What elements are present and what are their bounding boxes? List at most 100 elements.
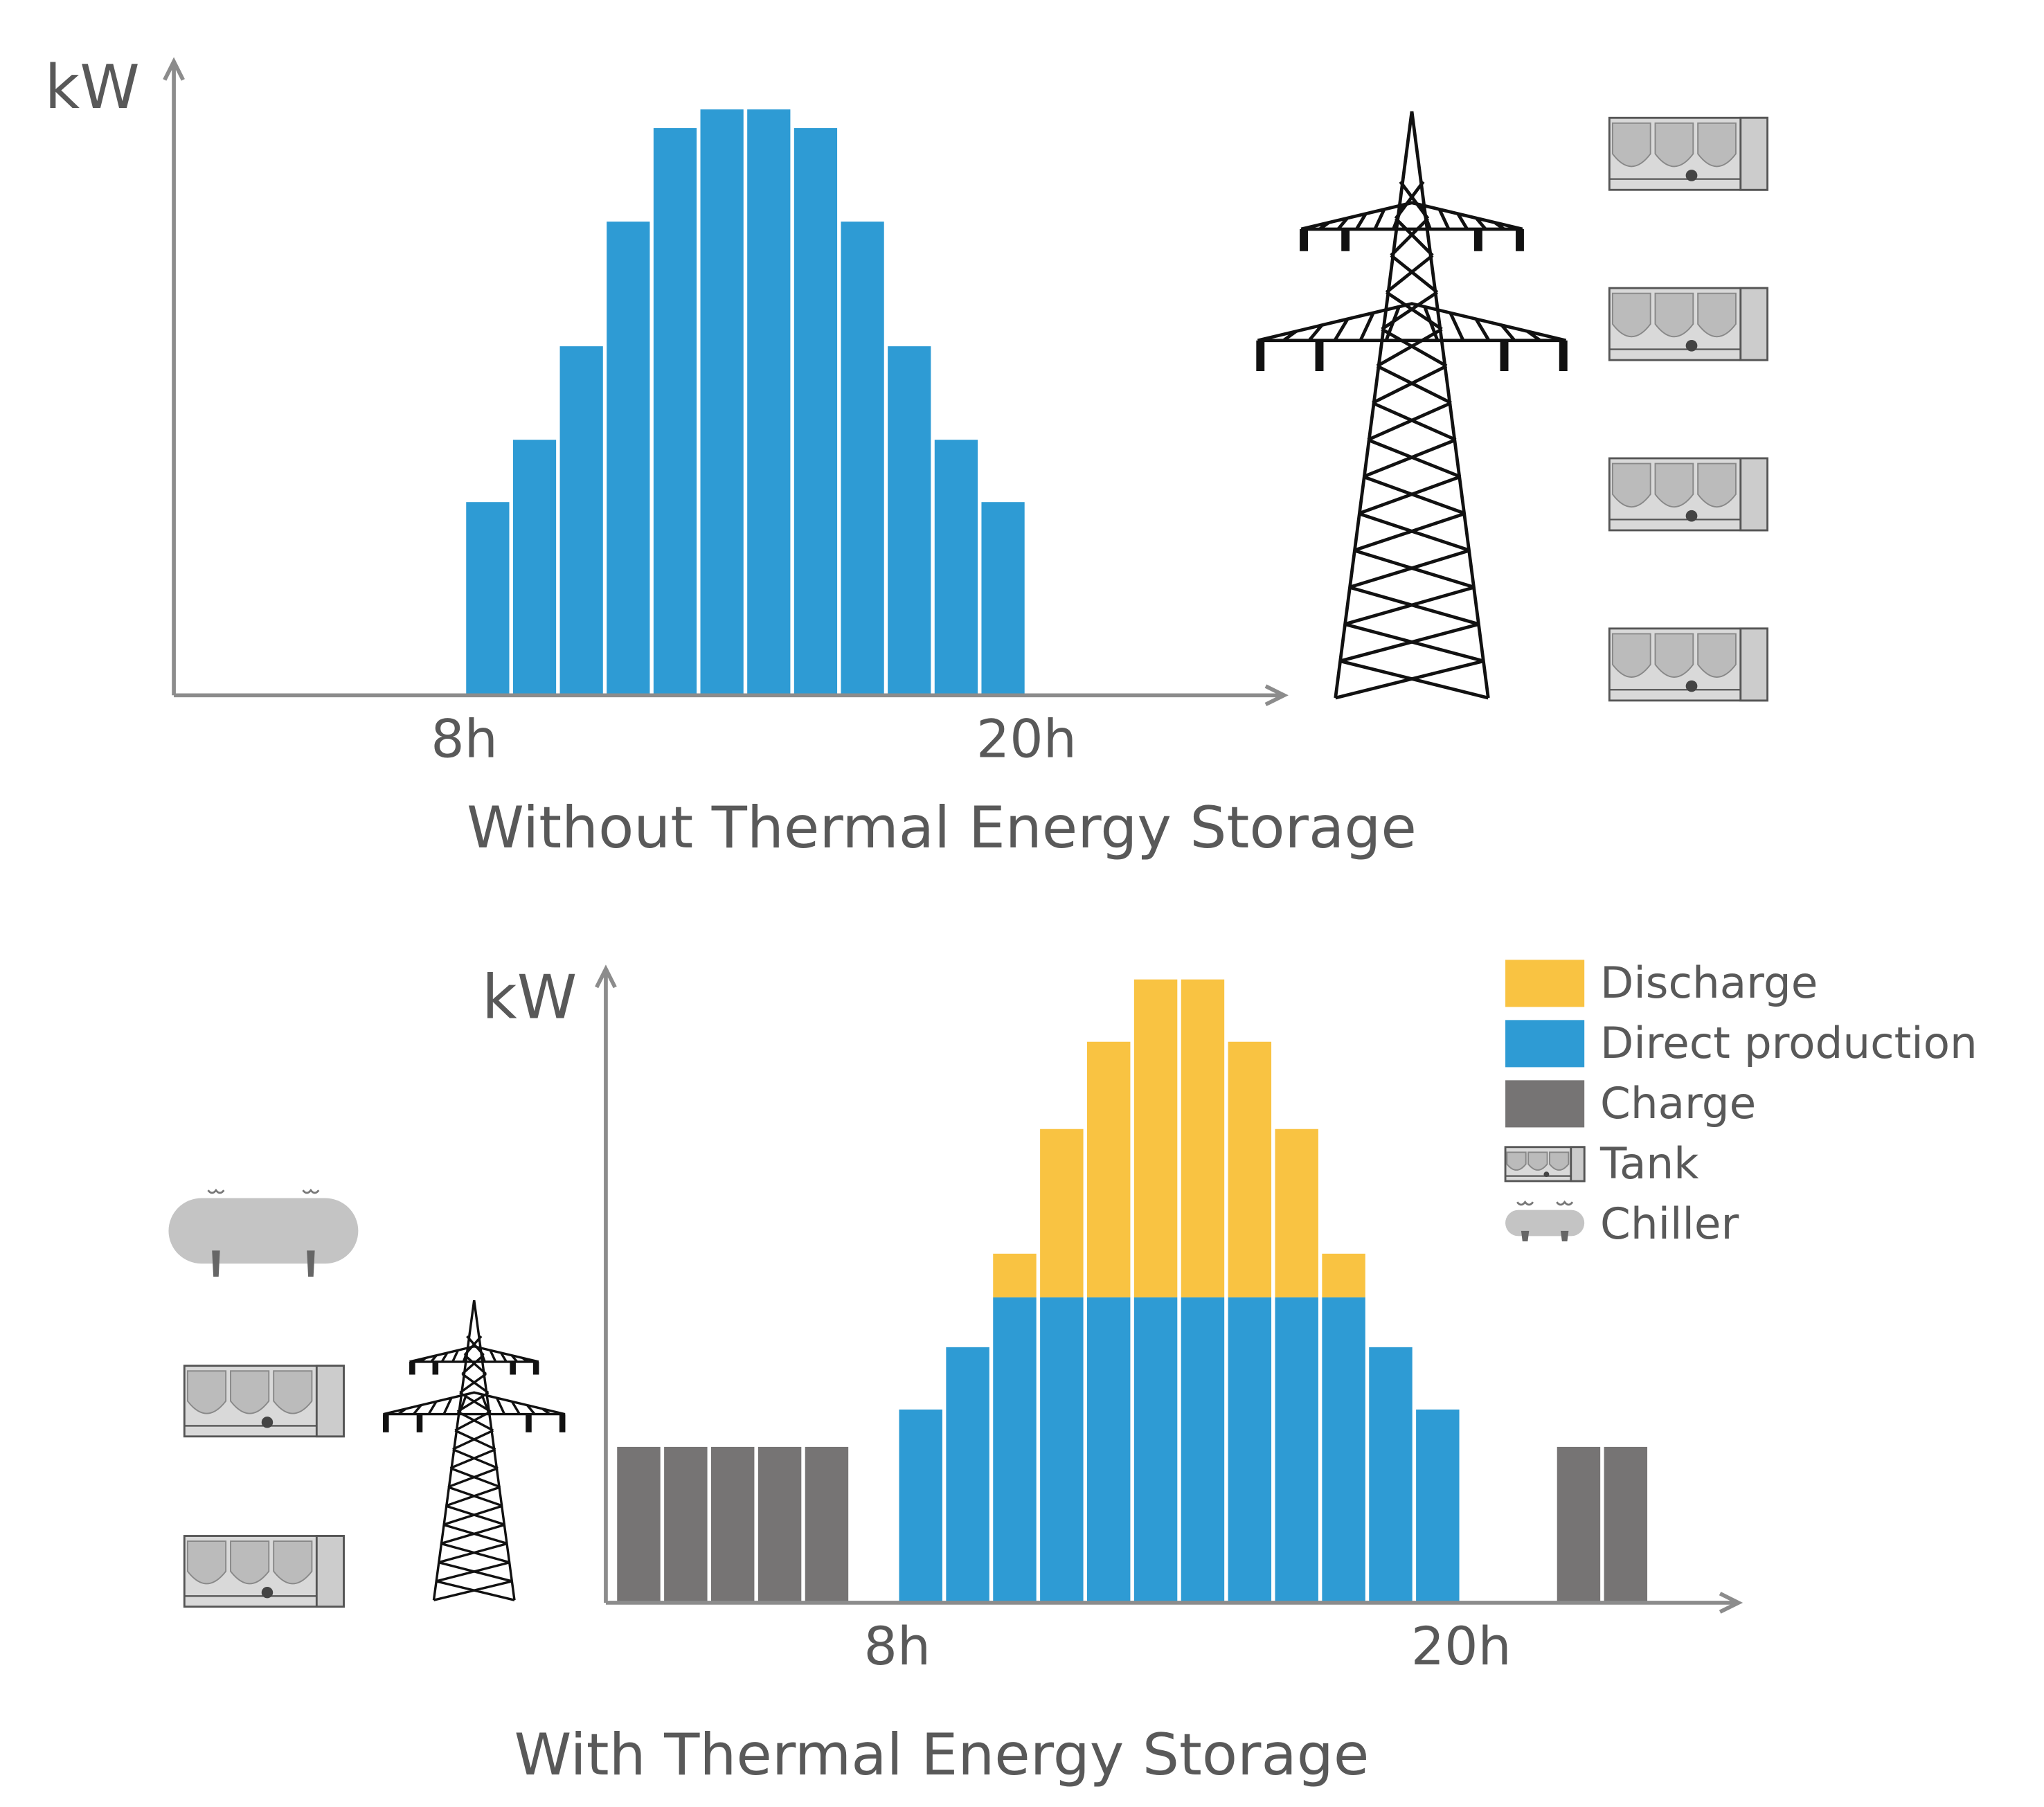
bar	[981, 502, 1025, 696]
y-axis-label: kW	[45, 52, 140, 123]
chiller-fan	[1654, 122, 1694, 168]
bar	[1604, 1446, 1648, 1603]
bar	[653, 128, 697, 696]
bar	[1086, 1041, 1131, 1297]
pylon-icon	[1256, 111, 1568, 700]
bar	[1133, 1297, 1178, 1603]
bar	[466, 502, 510, 696]
chiller-icon	[183, 1365, 345, 1438]
tank-leg	[1560, 1230, 1569, 1241]
bar	[888, 346, 931, 696]
chiller-fan	[273, 1540, 313, 1585]
pylon-bracing	[433, 1335, 515, 1601]
chiller-panel	[1739, 457, 1768, 532]
x-tick-label: 8h	[863, 1616, 931, 1677]
chiller-fan	[1611, 292, 1651, 338]
bar	[559, 346, 603, 696]
chiller-fan	[1697, 292, 1737, 338]
chiller-fan	[1506, 1151, 1527, 1171]
chiller-fan	[1611, 462, 1651, 507]
bar	[1133, 979, 1178, 1297]
bar	[710, 1446, 755, 1603]
chiller-fan	[1654, 462, 1694, 507]
bar	[1086, 1297, 1131, 1603]
chiller-icon	[1608, 627, 1768, 702]
bar	[607, 222, 650, 696]
bar	[946, 1347, 989, 1603]
chiller-panel	[1739, 287, 1768, 361]
bar	[899, 1409, 942, 1603]
chiller-fan	[186, 1540, 227, 1585]
bar	[794, 128, 838, 696]
chiller-fan	[1654, 633, 1694, 678]
bar	[1322, 1253, 1365, 1297]
chiller-fan	[230, 1540, 270, 1585]
bar	[805, 1446, 849, 1603]
chiller-pump	[261, 1587, 274, 1599]
x-tick-label: 8h	[431, 708, 498, 769]
bar	[1228, 1297, 1272, 1603]
tank-icon	[1505, 1200, 1585, 1241]
bar	[993, 1253, 1037, 1297]
chiller-fan	[1549, 1151, 1570, 1171]
bar	[1181, 1297, 1225, 1603]
chiller-fan	[1697, 122, 1737, 168]
bar	[1557, 1446, 1601, 1603]
x-tick-label: 20h	[976, 708, 1077, 769]
legend-label: Chiller	[1600, 1198, 1739, 1249]
x-axis	[174, 684, 1289, 707]
chiller-fan	[1611, 122, 1651, 168]
chiller-fan	[1697, 633, 1737, 678]
chiller-icon	[1608, 457, 1768, 532]
pylon-bracing	[1335, 181, 1489, 700]
bar	[700, 109, 744, 696]
chiller-panel	[1739, 627, 1768, 702]
chiller-fan	[186, 1370, 227, 1414]
chiller-panel	[315, 1535, 345, 1608]
bar	[1040, 1129, 1084, 1297]
bar	[747, 109, 791, 696]
bar	[993, 1297, 1037, 1603]
bar	[664, 1446, 708, 1603]
chiller-icon	[1608, 116, 1768, 191]
tank-leg	[212, 1250, 220, 1277]
pylon-arm	[409, 1345, 539, 1363]
tank-icon	[168, 1188, 359, 1277]
chiller-pump	[1685, 339, 1698, 352]
chart-title: Without Thermal Energy Storage	[467, 794, 1417, 861]
chiller-fan	[273, 1370, 313, 1414]
bar	[841, 222, 884, 696]
tank-valve	[1556, 1200, 1574, 1206]
pylon-arm	[1257, 302, 1567, 343]
chiller-pump	[1685, 170, 1698, 181]
x-axis	[605, 1592, 1743, 1614]
y-axis-label: kW	[482, 962, 577, 1033]
legend-swatch	[1505, 1020, 1585, 1068]
chiller-icon	[1504, 1146, 1586, 1183]
legend-swatch	[1505, 960, 1585, 1007]
bar	[1181, 979, 1225, 1297]
chiller-fan	[230, 1370, 270, 1414]
chiller-fan	[1697, 462, 1737, 507]
tank-valve	[302, 1188, 320, 1194]
y-axis	[163, 57, 185, 696]
bar	[1275, 1297, 1318, 1603]
chiller-pump	[1685, 510, 1698, 522]
pylon-arm	[1300, 201, 1523, 231]
tank-leg	[1521, 1230, 1530, 1241]
chiller-panel	[1739, 116, 1768, 191]
chiller-icon	[183, 1535, 345, 1608]
tank-valve	[207, 1188, 225, 1194]
bar	[1369, 1347, 1413, 1603]
bar	[1040, 1297, 1084, 1603]
bar	[1416, 1409, 1460, 1603]
x-tick-label: 20h	[1411, 1616, 1512, 1677]
bar	[757, 1446, 802, 1603]
legend-label: Direct production	[1600, 1018, 1978, 1068]
legend-label: Discharge	[1600, 958, 1818, 1008]
tank-body	[168, 1198, 359, 1264]
bar	[934, 440, 978, 696]
tank-valve	[1516, 1200, 1534, 1206]
bar	[1275, 1129, 1318, 1297]
bar	[1322, 1297, 1365, 1603]
